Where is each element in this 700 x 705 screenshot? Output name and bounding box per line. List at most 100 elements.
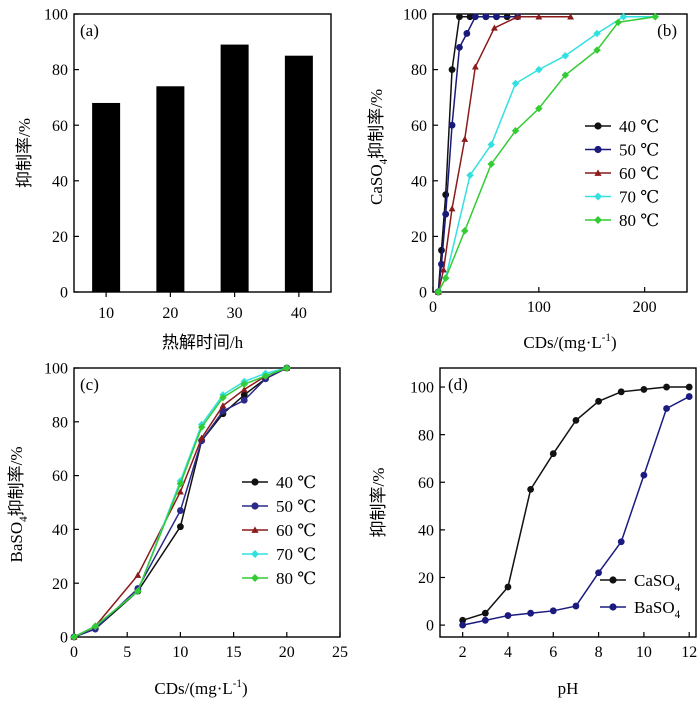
- data-point: [572, 416, 580, 424]
- bar: [92, 102, 121, 293]
- legend-label: 60 ℃: [619, 164, 659, 183]
- data-point: [442, 191, 450, 199]
- legend-item: 40 ℃: [585, 117, 659, 136]
- data-point: [198, 434, 206, 441]
- legend-item: CaSO4: [600, 571, 681, 594]
- legend-label: 70 ℃: [276, 545, 316, 564]
- data-point: [535, 65, 543, 74]
- data-point: [593, 29, 601, 38]
- series-line: [437, 16, 656, 293]
- data-point: [549, 607, 557, 615]
- panel-c-xlabel-part: CDs/(mg·L: [154, 679, 232, 698]
- data-point: [481, 609, 489, 617]
- series-1: [70, 364, 291, 641]
- panel-a-xtick-label: 10: [98, 305, 114, 322]
- panel-d-ytick-label: 100: [410, 380, 434, 397]
- panel-d-frame: [439, 367, 697, 638]
- series-0: [70, 364, 291, 641]
- data-point: [651, 13, 659, 21]
- panel-c-ylabel-part: 4: [18, 516, 30, 522]
- panel-d-ytick-label: 0: [426, 618, 434, 635]
- series-0: [459, 383, 693, 624]
- data-point: [481, 616, 489, 624]
- panel-a-ylabel: 抑制率/%: [15, 118, 34, 188]
- legend-marker: [594, 145, 602, 154]
- data-point: [448, 121, 456, 129]
- panel-c-ytick-label: 60: [52, 468, 68, 485]
- data-point: [561, 71, 570, 79]
- panel-c-ytick-label: 100: [44, 361, 68, 378]
- legend-label-part: BaSO: [634, 598, 675, 617]
- panel-b-ylabel-part: 抑制率/%: [367, 89, 386, 159]
- data-point: [91, 622, 100, 630]
- data-point: [240, 380, 248, 388]
- data-point: [177, 488, 184, 495]
- data-point: [535, 104, 543, 113]
- legend-marker: [594, 216, 602, 224]
- panel-b-xlabel-part: -1: [602, 332, 611, 344]
- data-point: [663, 405, 670, 412]
- panel-c-frame: [73, 367, 341, 638]
- data-point: [471, 13, 479, 21]
- legend-label: 50 ℃: [619, 141, 659, 160]
- data-point: [511, 127, 520, 135]
- data-point: [663, 383, 670, 391]
- panel-a-frame: [73, 13, 332, 293]
- data-point: [219, 402, 227, 409]
- series-2: [70, 364, 291, 640]
- series-line: [437, 16, 656, 293]
- panel-d-ylabel: 抑制率/%: [369, 468, 388, 538]
- panel-d-xtick-label: 10: [636, 644, 652, 661]
- legend-marker: [251, 550, 259, 558]
- data-point: [595, 397, 602, 405]
- panel-d-xtick-label: 4: [504, 644, 512, 661]
- data-point: [440, 266, 447, 273]
- panel-d-xtick-label: 12: [681, 644, 697, 661]
- data-point: [504, 612, 512, 619]
- legend-label-part: 4: [675, 609, 681, 621]
- legend-item: 70 ℃: [242, 545, 316, 564]
- data-point: [459, 616, 467, 624]
- data-point: [466, 13, 474, 21]
- legend-item: 60 ℃: [242, 521, 316, 540]
- panel-c-ytick-label: 80: [52, 414, 68, 431]
- panel-a-xtick-label: 20: [162, 305, 178, 322]
- panel-b-ytick-label: 40: [411, 173, 427, 190]
- panel-c-xtick-label: 0: [70, 644, 78, 661]
- panel-a-xlabel: 热解时间/h: [162, 333, 244, 352]
- panel-a-ytick-label: 40: [52, 173, 68, 190]
- legend-marker: [251, 478, 259, 486]
- legend-item: 40 ℃: [242, 473, 316, 492]
- data-point: [482, 13, 490, 21]
- data-point: [434, 288, 443, 296]
- panel-a-xtick-label: 30: [227, 305, 243, 322]
- data-point: [487, 160, 495, 168]
- panel-a-xtick-label: 40: [291, 305, 307, 322]
- legend-marker: [609, 603, 617, 611]
- panel-d-xtick-label: 2: [459, 644, 467, 661]
- legend-marker: [609, 576, 617, 584]
- panel-b-xlabel-part: ): [611, 333, 617, 352]
- legend-item: 50 ℃: [242, 497, 316, 516]
- data-point: [511, 79, 520, 88]
- data-point: [438, 260, 445, 268]
- panel-c-ytick-label: 40: [52, 522, 68, 539]
- legend-marker: [594, 169, 602, 176]
- data-point: [614, 18, 622, 27]
- panel-c-xtick-label: 20: [279, 644, 295, 661]
- panel-c-xlabel-part: ): [242, 679, 248, 698]
- legend-label: BaSO4: [634, 598, 681, 621]
- legend-label: 40 ℃: [276, 473, 316, 492]
- panel-b-ylabel: CaSO4抑制率/%: [367, 89, 390, 205]
- legend-label-part: CaSO: [634, 571, 675, 590]
- legend-label: 70 ℃: [619, 188, 659, 207]
- legend-item: 60 ℃: [585, 164, 659, 183]
- data-point: [619, 13, 628, 21]
- panel-c-xtick-label: 10: [172, 644, 188, 661]
- panel-c-ylabel-part: BaSO: [7, 522, 26, 563]
- series-4: [70, 364, 291, 641]
- legend-item: 50 ℃: [585, 141, 659, 160]
- panel-b-ytick-label: 60: [411, 118, 427, 135]
- bar: [284, 55, 313, 293]
- data-point: [448, 66, 456, 73]
